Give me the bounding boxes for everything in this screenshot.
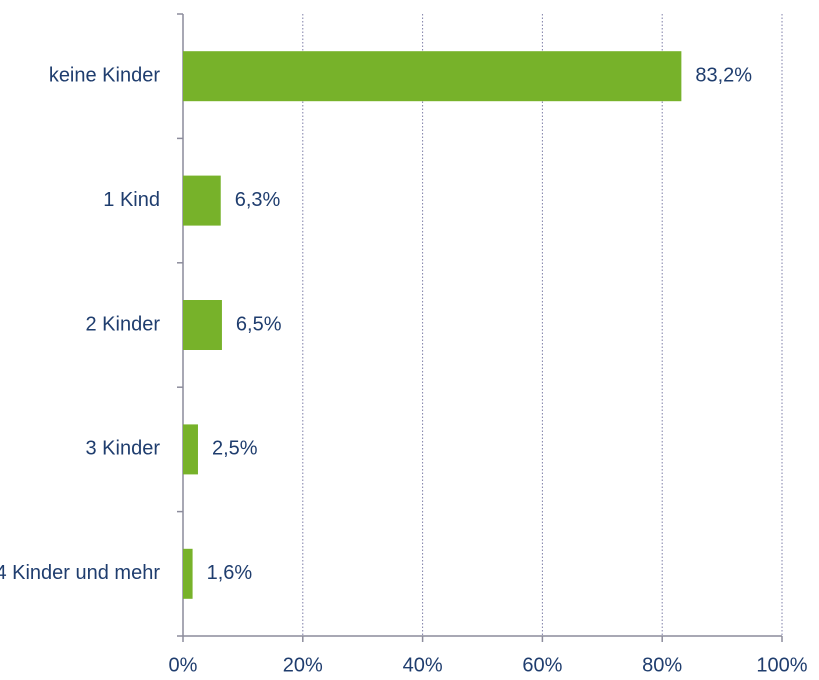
y-tick-label: 2 Kinder xyxy=(86,313,161,335)
x-tick-label: 20% xyxy=(283,654,323,676)
x-tick-label: 0% xyxy=(169,654,198,676)
x-tick-label: 100% xyxy=(756,654,807,676)
bar xyxy=(183,175,221,226)
data-label: 83,2% xyxy=(695,64,752,86)
y-tick-label: 1 Kind xyxy=(103,189,160,211)
data-label: 2,5% xyxy=(212,438,258,460)
y-tick-label: 4 Kinder und mehr xyxy=(0,562,160,584)
y-tick-label: 3 Kinder xyxy=(86,438,161,460)
y-tick-label: keine Kinder xyxy=(49,64,161,86)
x-tick-label: 80% xyxy=(642,654,682,676)
bar xyxy=(183,51,682,102)
x-tick-label: 60% xyxy=(522,654,562,676)
data-label: 6,3% xyxy=(235,189,281,211)
bar xyxy=(183,300,222,350)
data-label: 1,6% xyxy=(207,562,253,584)
bar xyxy=(183,424,198,475)
data-label: 6,5% xyxy=(236,313,282,335)
bar xyxy=(183,548,193,599)
x-tick-label: 40% xyxy=(403,654,443,676)
